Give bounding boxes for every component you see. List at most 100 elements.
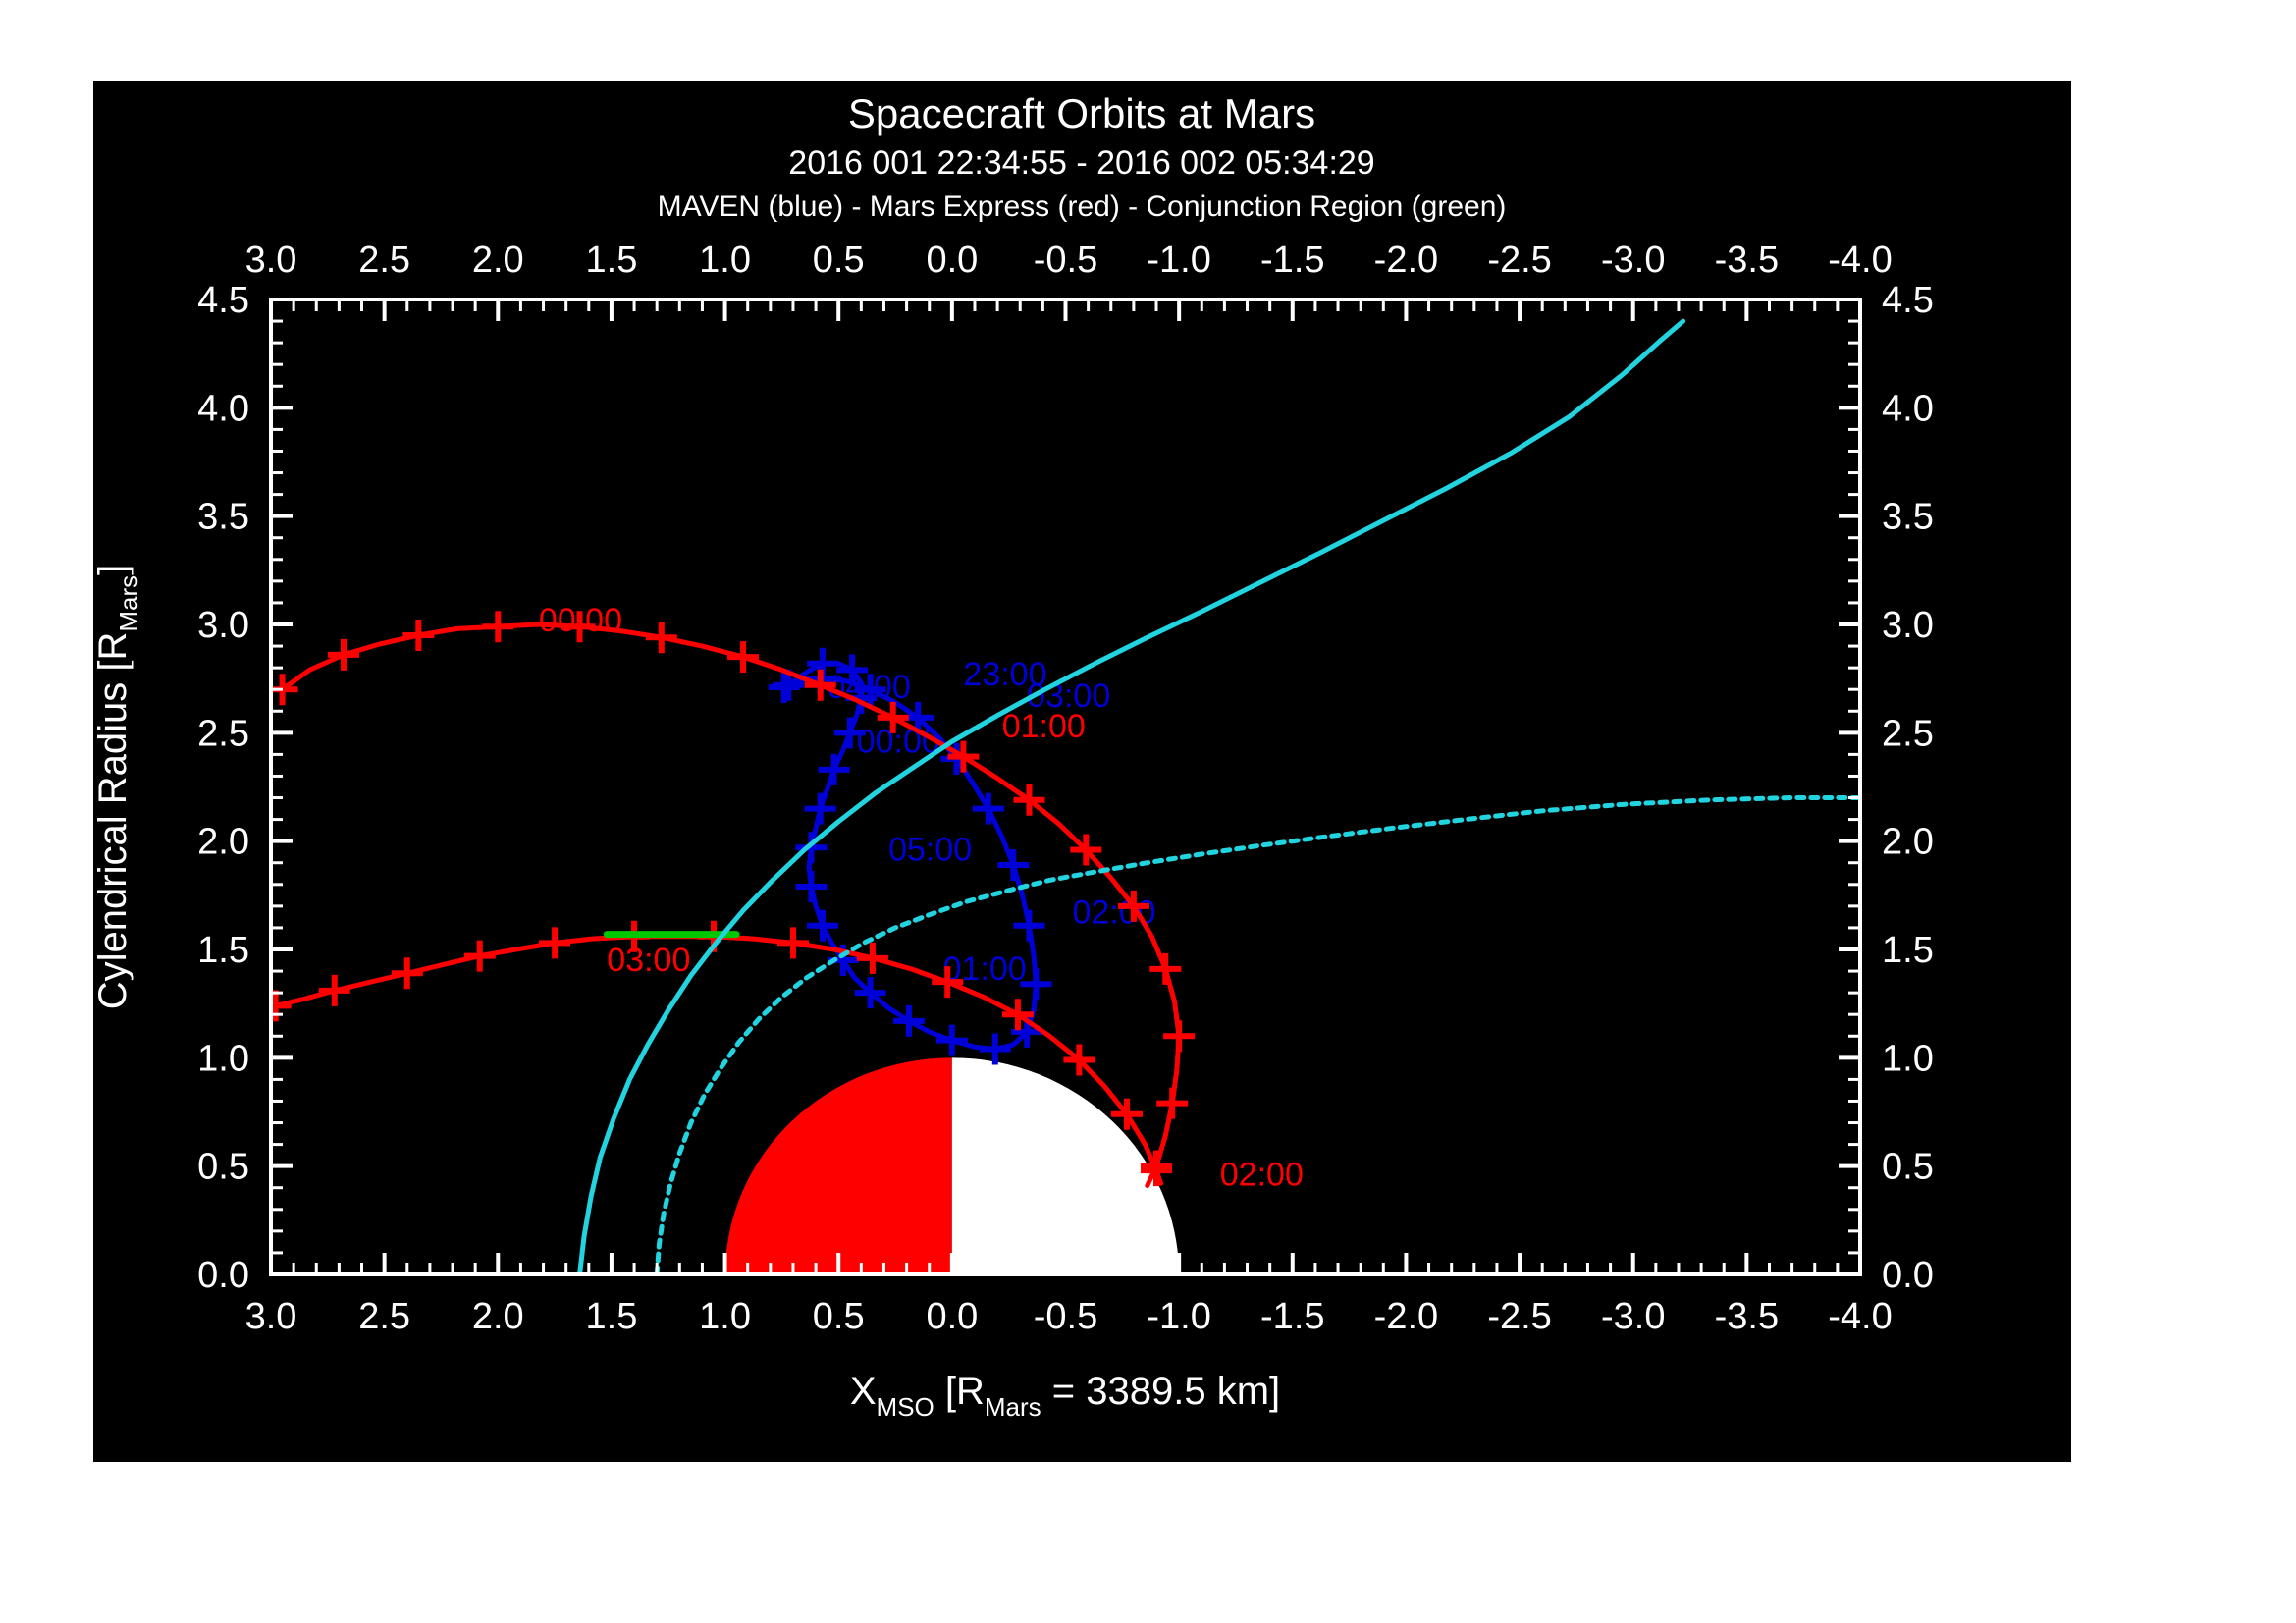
marker-plus [482,611,514,643]
x-tick-label-top: 1.5 [586,240,638,281]
x-tick-label-top: -1.0 [1147,240,1210,281]
x-tick-label-bottom: 0.0 [926,1296,978,1337]
marker-plus [932,966,964,999]
marker-plus [1001,999,1034,1031]
time-label: 04:00 [828,669,911,706]
marker-plus [1117,890,1149,922]
series-maven: 23:00 04:00 03:00 00:00 05:00 01:00 02:00 [768,647,1156,1065]
marker-plus [1149,952,1182,985]
marker-plus [318,974,350,1006]
x-tick-label-bottom: -1.0 [1147,1296,1210,1337]
x-tick-label-bottom: -4.0 [1828,1296,1892,1337]
marker-plus [856,942,888,974]
mars-dayside-hemisphere [724,1057,952,1274]
marker-plus [854,977,886,1009]
x-tick-label-top: -3.5 [1715,240,1779,281]
time-label: 23:00 [963,656,1046,693]
marker-plus [539,927,571,959]
marker-plus [768,671,800,703]
y-tick-label-left: 0.0 [197,1255,249,1296]
marker-plus [807,909,839,942]
x-tick-label-top: 0.0 [926,240,978,281]
series-mars-express-upper-arc: 00:00 01:00 02:00 [271,602,1304,1194]
marker-plus [391,957,423,990]
marker-plus [947,740,980,773]
x-tick-label-top: -3.0 [1601,240,1665,281]
time-label: 05:00 [888,832,972,869]
x-tick-label-top: -2.5 [1487,240,1551,281]
marker-plus [1013,784,1045,816]
time-label: 01:00 [1002,708,1086,745]
y-tick-label-right: 4.0 [1882,388,1934,429]
x-tick-label-top: -2.0 [1374,240,1438,281]
y-axis-title: Cylendrical Radius [RMars] [91,565,143,1010]
series-line-mars-express-upper-arc [280,622,1182,1188]
y-tick-label-left: 3.0 [197,605,249,646]
marker-plus [804,792,836,825]
y-tick-label-left: 3.5 [197,497,249,538]
x-tick-label-bottom: -3.0 [1601,1296,1665,1337]
subtitle-timerange: 2016 001 22:34:55 - 2016 002 05:34:29 [788,144,1374,182]
marker-plus [1063,1044,1095,1076]
x-tick-label-top: 0.5 [813,240,865,281]
x-tick-label-top: 1.0 [699,240,751,281]
y-tick-label-right: 1.5 [1882,930,1934,971]
marker-plus [804,669,836,701]
marker-plus [1156,1087,1189,1119]
x-tick-label-top: -0.5 [1034,240,1097,281]
marker-plus [795,832,828,864]
time-label: 02:00 [1220,1157,1304,1194]
marker-plus [818,753,850,785]
marker-plus [1163,1020,1196,1053]
x-tick-label-top: -1.5 [1260,240,1324,281]
y-tick-label-left: 4.0 [197,388,249,429]
x-axis-title: XMSO [RMars = 3389.5 km] [850,1370,1280,1422]
marker-plus [1070,834,1102,866]
marker-plus [854,674,886,706]
marker-plus [795,871,828,903]
mars-nightside-hemisphere [951,1057,1180,1274]
marker-plus [979,1033,1011,1065]
x-tick-label-bottom: 2.0 [472,1296,524,1337]
marker-plus [776,927,809,959]
time-label: 03:00 [1027,677,1110,715]
marker-plus [997,848,1030,881]
y-tick-label-right: 1.0 [1882,1038,1934,1079]
marker-plus [1110,1098,1143,1130]
marker-plus [1013,909,1045,942]
marker-plus [463,940,496,972]
marker-plus [563,611,596,643]
series-mars-express-lower-arc: 03:00 [271,920,1173,1187]
x-tick-label-bottom: -0.5 [1034,1296,1097,1337]
y-tick-label-left: 1.5 [197,930,249,971]
y-tick-label-right: 4.5 [1882,280,1934,321]
marker-plus [727,641,760,674]
time-label: 02:00 [1072,894,1155,932]
marker-plus [402,620,435,652]
time-label: 00:00 [539,602,622,639]
marker-plus [271,990,292,1022]
y-tick-label-left: 0.5 [197,1147,249,1188]
x-tick-label-bottom: 3.0 [245,1296,297,1337]
y-tick-label-left: 2.0 [197,822,249,863]
y-tick-label-right: 2.5 [1882,713,1934,754]
x-tick-label-top: -4.0 [1828,240,1892,281]
x-tick-label-bottom: 0.5 [813,1296,865,1337]
y-tick-label-right: 3.0 [1882,605,1934,646]
marker-plus [877,701,909,733]
marker-plus [1141,1155,1173,1187]
marker-plus [833,717,866,749]
marker-plus [935,1024,968,1056]
x-tick-label-bottom: -2.5 [1487,1296,1551,1337]
time-label: 00:00 [857,723,940,760]
x-tick-label-top: 2.0 [472,240,524,281]
series-bow-shock [577,318,1686,1274]
y-tick-label-left: 2.5 [197,713,249,754]
series-magnetic-pileup-boundary [654,795,1860,1274]
x-tick-label-bottom: -3.5 [1715,1296,1779,1337]
axis-labels: XMSO [RMars = 3389.5 km] Cylendrical Rad… [91,565,1280,1422]
